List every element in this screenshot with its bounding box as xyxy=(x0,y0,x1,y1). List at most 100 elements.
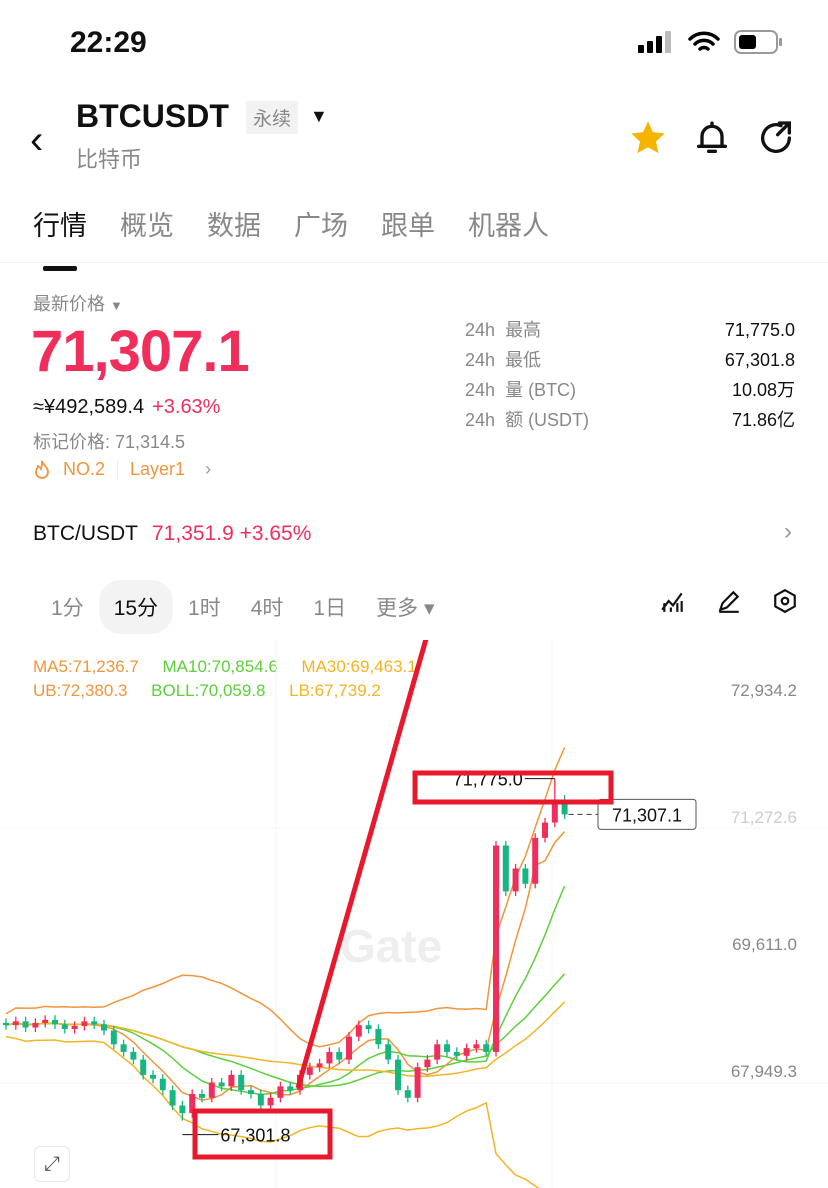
candle-body xyxy=(218,1082,225,1087)
stat-period: 24h xyxy=(465,350,496,370)
status-icons xyxy=(638,30,784,54)
tab-bots[interactable]: 机器人 xyxy=(468,211,549,241)
draw-pen-icon[interactable] xyxy=(716,588,742,614)
stat-value: 67,301.8 xyxy=(724,350,795,370)
candle-body xyxy=(208,1082,215,1098)
settings-hexagon-icon[interactable] xyxy=(772,588,798,614)
candle-body xyxy=(199,1093,205,1098)
candle-body xyxy=(316,1063,323,1068)
candle-body xyxy=(91,1021,98,1025)
caret-down-icon: ▼ xyxy=(110,298,123,313)
back-button[interactable]: ‹ xyxy=(30,118,44,162)
candle-body xyxy=(493,845,499,1052)
candle-body xyxy=(306,1067,313,1075)
y-tick-label: 67,949.3 xyxy=(731,1062,797,1081)
tag-row[interactable]: NO.2 Layer1 › xyxy=(33,459,211,480)
stat-label: 最低 xyxy=(505,350,542,370)
tab-data[interactable]: 数据 xyxy=(207,211,261,241)
stat-row: 24h 最低 67,301.8 xyxy=(465,348,795,378)
watermark: Gate xyxy=(340,920,442,972)
cny-price-row: ≈¥492,589.4 +3.63% xyxy=(33,396,220,419)
share-icon[interactable] xyxy=(756,118,796,158)
candle-body xyxy=(473,1044,480,1049)
candle-body xyxy=(120,1044,127,1052)
boll-upper-line xyxy=(5,747,566,1048)
favorite-star-icon[interactable] xyxy=(628,118,668,158)
spot-pair: BTC/USDT xyxy=(33,522,138,545)
tab-overview[interactable]: 概览 xyxy=(120,211,174,241)
tab-square[interactable]: 广场 xyxy=(294,211,348,241)
candle-body xyxy=(248,1090,254,1094)
candle-body xyxy=(346,1036,352,1060)
stats-24h: 24h 最高 71,775.0 24h 最低 67,301.8 24h 量 (BTC… xyxy=(465,318,795,438)
candle-body xyxy=(522,868,529,884)
candle-body xyxy=(277,1086,284,1098)
candle-body xyxy=(257,1093,264,1106)
chevron-right-icon[interactable]: › xyxy=(784,518,792,545)
signal-icon xyxy=(638,31,671,53)
chevron-right-icon: › xyxy=(205,459,212,479)
symbol-dropdown-icon[interactable]: ▼ xyxy=(310,106,328,126)
symbol-title[interactable]: BTCUSDT xyxy=(76,98,229,134)
spot-price: 71,351.9 xyxy=(152,522,234,545)
tab-market[interactable]: 行情 xyxy=(33,204,87,271)
timeframe-1h[interactable]: 1时 xyxy=(188,597,221,620)
latest-price-selector[interactable]: 最新价格 ▼ xyxy=(33,290,123,316)
candle-body xyxy=(512,868,519,892)
low-price-label: 67,301.8 xyxy=(220,1126,290,1146)
candle-body xyxy=(32,1022,39,1028)
tab-copy-trading[interactable]: 跟单 xyxy=(381,211,435,241)
candlestick-chart[interactable]: Gate 72,934.2 71,272.6 69,611.0 67,949.3 71,… xyxy=(0,640,828,1188)
timeframe-4h[interactable]: 4时 xyxy=(250,597,284,620)
stat-period: 24h xyxy=(465,410,496,430)
y-tick-label: 72,934.2 xyxy=(731,681,797,700)
stat-value: 71,775.0 xyxy=(724,320,795,340)
candle-body xyxy=(551,799,558,823)
ma-legend: MA5:71,236.7 MA10:70,854.6 MA30:69,463.1 xyxy=(33,657,417,677)
candle-body xyxy=(81,1021,88,1026)
candle-body xyxy=(542,822,548,838)
fullscreen-expand-icon[interactable]: ⤢ xyxy=(34,1146,70,1182)
boll-mid-line xyxy=(5,973,566,1088)
candle-body xyxy=(110,1030,117,1045)
candle-body xyxy=(3,1022,9,1026)
candle-body xyxy=(453,1051,460,1056)
bell-icon[interactable] xyxy=(692,118,732,158)
last-price: 71,307.1 xyxy=(31,319,250,384)
candle-body xyxy=(385,1044,392,1060)
stat-label: 最高 xyxy=(505,320,542,340)
candle-body xyxy=(61,1024,68,1030)
spot-pair-row[interactable]: BTC/USDT 71,351.9 +3.65% xyxy=(33,522,311,546)
timeframe-1m[interactable]: 1分 xyxy=(51,597,84,620)
last-price-tag xyxy=(597,798,697,830)
change-percent: +3.63% xyxy=(152,396,221,418)
candle-body xyxy=(414,1067,421,1098)
stat-value: 10.08万 xyxy=(731,380,795,400)
y-tick-label: 71,272.6 xyxy=(731,808,797,827)
stat-period: 24h xyxy=(465,380,496,400)
ma10-value: MA10:70,854.6 xyxy=(162,657,278,676)
candle-body xyxy=(228,1074,235,1087)
candle-body xyxy=(169,1090,176,1106)
candle-body xyxy=(483,1044,490,1052)
highlight-box-low xyxy=(192,1108,333,1160)
candle-body xyxy=(375,1029,382,1045)
highlight-box-high xyxy=(412,770,614,805)
candle-body xyxy=(502,845,509,892)
stat-row: 24h 额 (USDT) 71.86亿 xyxy=(465,408,795,438)
candle-body xyxy=(189,1093,196,1114)
indicator-icon[interactable] xyxy=(660,588,686,614)
candle-body xyxy=(561,799,568,815)
candle-body xyxy=(463,1048,470,1056)
lb-value: LB:67,739.2 xyxy=(289,681,381,700)
timeframe-1d[interactable]: 1日 xyxy=(313,597,347,620)
candle-body xyxy=(42,1019,49,1023)
stat-label: 额 (USDT) xyxy=(505,410,590,430)
timeframe-15m[interactable]: 15分 xyxy=(98,580,174,634)
candle-body xyxy=(355,1025,362,1037)
stat-row: 24h 最高 71,775.0 xyxy=(465,318,795,348)
status-time: 22:29 xyxy=(70,26,147,59)
sector-tag: Layer1 xyxy=(130,459,186,479)
candle-body xyxy=(267,1097,274,1106)
timeframe-more[interactable]: 更多 ▾ xyxy=(376,597,435,620)
